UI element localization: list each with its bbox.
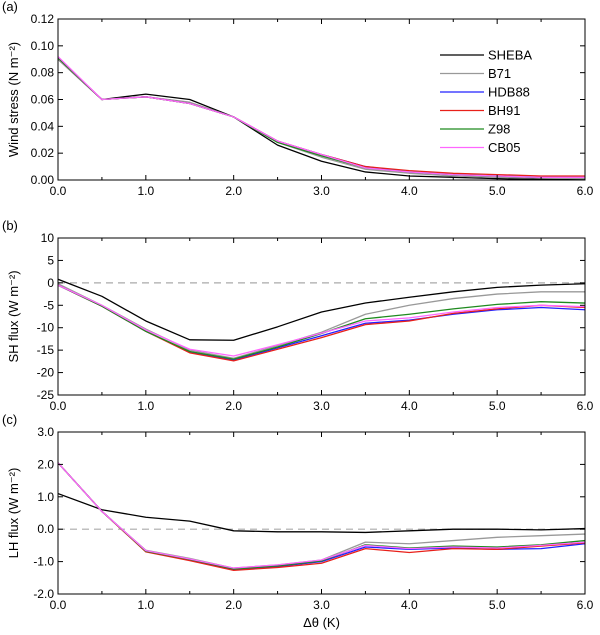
y-tick-label: 2.0: [37, 457, 54, 471]
series-line-z98: [58, 284, 585, 360]
y-tick-label: 0.04: [31, 119, 55, 133]
y-tick-label: -2.0: [33, 587, 54, 601]
y-tick-label: 5: [47, 253, 54, 267]
panel-b: 0.0 1.0 2.0 3.0 4.0 5.0 6.0 -25 -20 -15 -10 -5 0 5 10 S…: [2, 218, 594, 413]
x-tick-label: 6.0: [577, 184, 594, 198]
y-tick-label: -1.0: [33, 555, 54, 569]
y-tick-label: 0.00: [31, 173, 55, 187]
legend-label-b71: B71: [488, 66, 511, 81]
y-tick-label: -15: [37, 343, 55, 357]
y-tick-label: -20: [37, 366, 55, 380]
series-line-sheba: [58, 278, 585, 341]
x-tick-label: 2.0: [225, 399, 242, 413]
y-axis-label: SH flux (W m⁻²): [6, 270, 21, 362]
legend: SHEBA B71 HDB88 BH91 Z98 CB05: [440, 48, 532, 155]
series-group: [58, 278, 585, 362]
x-tick-label: 6.0: [577, 399, 594, 413]
x-tick-label: 5.0: [489, 184, 506, 198]
series-line-bh91: [58, 462, 585, 571]
y-tick-label: 0.08: [31, 66, 55, 80]
y-tick-label: -10: [37, 321, 55, 335]
legend-label-sheba: SHEBA: [488, 48, 532, 63]
x-tick-label: 6.0: [577, 598, 594, 612]
x-tick-label: 3.0: [313, 598, 330, 612]
series-line-cb05: [58, 284, 585, 357]
y-tick-label: -5: [43, 298, 54, 312]
y-tick-label: 0.12: [31, 12, 55, 26]
y-tick-label: 0.10: [31, 39, 55, 53]
y-axis-label: LH flux (W m⁻²): [6, 468, 21, 559]
x-tick-label: 4.0: [401, 184, 418, 198]
series-line-sheba: [58, 492, 585, 534]
x-tick-label: 1.0: [137, 399, 154, 413]
series-line-bh91: [58, 284, 585, 362]
y-tick-label: 0.0: [37, 522, 54, 536]
panel-c: 0.0 1.0 2.0 3.0 4.0 5.0 6.0 -2.0 -1.0 0.0 1.0 2.0 3.…: [2, 412, 594, 630]
panel-label: (c): [2, 412, 17, 427]
x-tick-label: 4.0: [401, 399, 418, 413]
y-tick-label: 1.0: [37, 490, 54, 504]
legend-label-cb05: CB05: [488, 140, 521, 155]
y-tick-label: 0: [47, 276, 54, 290]
y-tick-label: 0.06: [31, 93, 55, 107]
y-tick-label: 0.02: [31, 146, 55, 160]
y-tick-label: -25: [37, 388, 55, 402]
x-tick-label: 0.0: [50, 598, 67, 612]
x-tick-label: 1.0: [137, 184, 154, 198]
x-tick-label: 5.0: [489, 399, 506, 413]
series-line-cb05: [58, 462, 585, 569]
legend-label-z98: Z98: [488, 122, 510, 137]
legend-label-bh91: BH91: [488, 103, 521, 118]
x-axis-label: Δθ (K): [303, 615, 340, 630]
x-tick-label: 3.0: [313, 184, 330, 198]
y-axis-label: Wind stress (N m⁻²): [6, 42, 21, 157]
x-tick-label: 3.0: [313, 399, 330, 413]
x-tick-label: 4.0: [401, 598, 418, 612]
x-tick-label: 0.0: [50, 184, 67, 198]
x-tick-label: 5.0: [489, 598, 506, 612]
x-tick-label: 2.0: [225, 184, 242, 198]
y-tick-label: 3.0: [37, 425, 54, 439]
series-line-b71: [58, 283, 585, 359]
panel-label: (b): [2, 218, 18, 233]
plot-frame: [57, 431, 586, 595]
y-tick-label: 10: [41, 231, 55, 245]
panel-label: (a): [2, 0, 18, 14]
legend-label-hdb88: HDB88: [488, 85, 530, 100]
x-tick-label: 2.0: [225, 598, 242, 612]
x-tick-label: 0.0: [50, 399, 67, 413]
series-group: [58, 462, 585, 571]
x-tick-label: 1.0: [137, 598, 154, 612]
series-line-hdb88: [58, 284, 585, 361]
panel-a: 0.0 1.0 2.0 3.0 4.0 5.0 6.0 0.00 0.02 0.04 0.06 0.0…: [2, 0, 594, 198]
